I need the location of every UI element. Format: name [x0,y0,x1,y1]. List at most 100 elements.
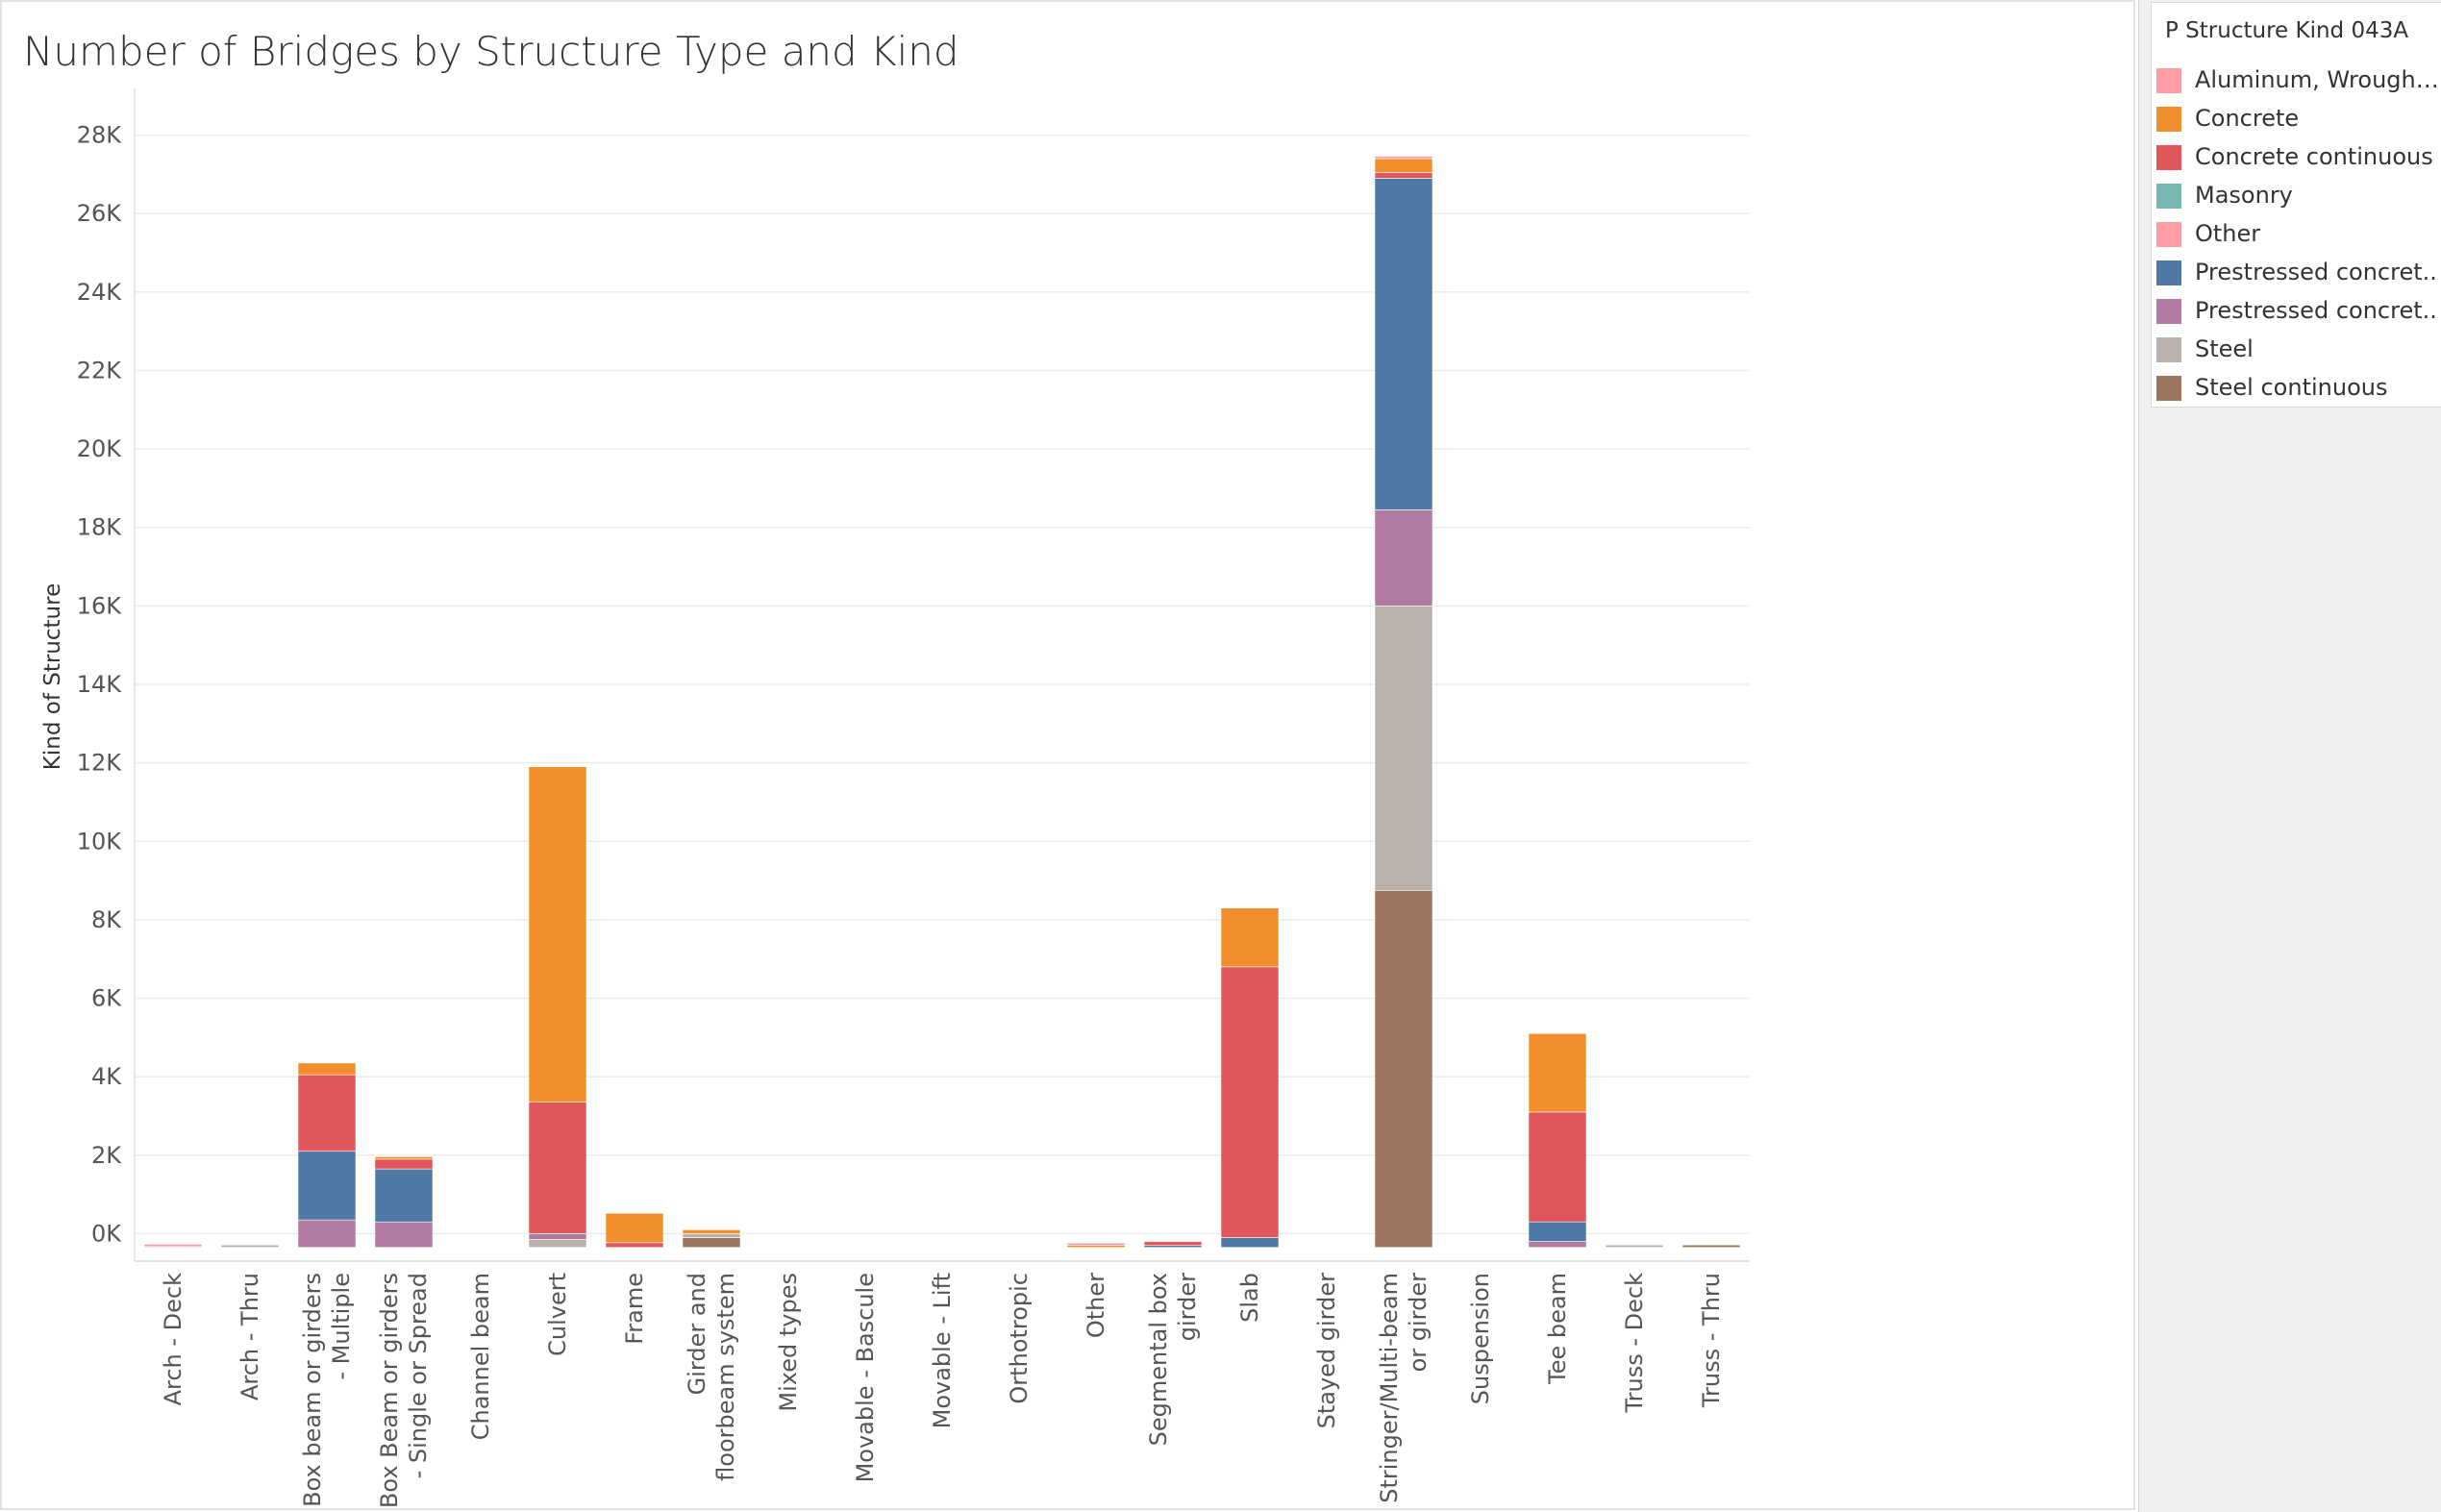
y-tick-label: 24K [77,279,123,306]
bar-segment[interactable] [374,1221,434,1249]
bar-segment[interactable] [1066,1242,1126,1246]
legend-swatch [2156,145,2181,170]
x-tick-label: Box Beam or girders- Single or Spread [376,1273,432,1508]
y-tick-label: 2K [91,1142,122,1169]
bar-segment[interactable] [605,1212,664,1244]
legend-item-aluminum[interactable]: Aluminum, Wrought .. [2156,63,2441,98]
legend-label: Steel continuous [2195,374,2388,401]
x-tick-label: Frame [621,1273,648,1345]
legend-label: Other [2195,220,2261,247]
bar-segment[interactable] [1143,1241,1203,1246]
bar-segment[interactable] [1374,509,1433,607]
bar-segment[interactable] [682,1229,741,1234]
x-tick-label: Tee beam [1544,1273,1571,1385]
chart-title: Number of Bridges by Structure Type and … [23,28,959,75]
bar-segment[interactable] [1220,907,1280,968]
bar-segment[interactable] [528,1102,587,1234]
x-tick-label: Other [1083,1273,1109,1338]
chart-panel: Number of Bridges by Structure Type and … [0,0,2135,1510]
y-tick-label: 22K [77,357,123,384]
bar-segment[interactable] [1374,889,1433,1249]
y-tick-label: 14K [77,671,123,698]
color-legend: P Structure Kind 043A Aluminum, Wrought … [2151,2,2441,408]
bar-segment[interactable] [1528,1221,1587,1242]
bar-segment[interactable] [374,1156,434,1160]
y-tick-label: 26K [77,200,123,227]
legend-item-prestressed-concrete-2[interactable]: Prestressed concret.. [2156,294,2441,329]
x-tick-label: Orthotropic [1006,1273,1033,1404]
legend-label: Masonry [2195,182,2293,209]
legend-item-concrete[interactable]: Concrete [2156,102,2441,136]
x-tick-label: Box beam or girders- Multiple [299,1273,355,1507]
x-tick-label: Truss - Thru [1698,1273,1725,1408]
bar-segment[interactable] [1528,1032,1587,1113]
legend-swatch [2156,107,2181,132]
x-tick-label: Arch - Deck [160,1273,187,1406]
x-tick-label: Movable - Bascule [852,1273,879,1482]
bar-segment[interactable] [682,1233,741,1238]
x-tick-label: Truss - Deck [1621,1273,1648,1414]
legend-label: Aluminum, Wrought .. [2195,66,2440,93]
x-axis-ticks: Arch - Deck Arch - Thru Box beam or girder… [160,1273,1725,1508]
bar-segment[interactable] [1374,178,1433,510]
bar-segment[interactable] [1374,172,1433,179]
bar-segment[interactable] [1605,1244,1664,1249]
x-tick-label: Stringer/Multi-beamor girder [1376,1273,1432,1503]
legend-item-concrete-continuous[interactable]: Concrete continuous [2156,140,2441,175]
x-tick-label: Arch - Thru [237,1273,263,1400]
bar-segment[interactable] [528,1239,587,1249]
y-tick-label: 20K [77,435,123,462]
legend-title: P Structure Kind 043A [2165,18,2409,43]
bar-segment[interactable] [1528,1111,1587,1223]
bar-segment[interactable] [1220,1237,1280,1249]
legend-swatch [2156,299,2181,324]
x-tick-label: Channel beam [467,1273,494,1440]
y-tick-label: 6K [91,985,122,1012]
bar-segment[interactable] [682,1237,741,1249]
legend-swatch [2156,260,2181,285]
x-tick-label: Culvert [544,1273,571,1356]
bar-segment[interactable] [528,766,587,1103]
legend-panel: P Structure Kind 043A Aluminum, Wrought … [2138,0,2441,1512]
bar-segment[interactable] [374,1168,434,1223]
bars [143,156,1741,1249]
legend-item-prestressed-concrete-1[interactable]: Prestressed concret.. [2156,256,2441,290]
y-tick-label: 10K [77,828,123,855]
bar-segment[interactable] [1681,1244,1741,1249]
x-tick-label: Segmental boxgirder [1145,1273,1201,1447]
bar-segment[interactable] [1374,606,1433,891]
bar-segment[interactable] [374,1158,434,1170]
bar-segment[interactable] [297,1151,357,1221]
legend-swatch [2156,184,2181,209]
legend-swatch [2156,337,2181,362]
legend-item-other[interactable]: Other [2156,217,2441,252]
bar-segment[interactable] [605,1242,664,1249]
bar-segment[interactable] [1374,158,1433,173]
bar-segment[interactable] [1528,1241,1587,1249]
y-tick-label: 18K [77,514,123,541]
bar-segment[interactable] [297,1219,357,1249]
y-tick-label: 4K [91,1063,122,1090]
y-tick-label: 16K [77,592,123,619]
gridlines [134,88,1750,1262]
legend-item-steel[interactable]: Steel [2156,333,2441,367]
y-axis-ticks: 0K 2K 4K 6K 8K 10K 12K 14K 16K 18K 20K 22K 24K 26K 28K [77,122,123,1248]
x-tick-label: Mixed types [775,1273,802,1412]
bar-segment[interactable] [528,1233,587,1240]
bar-segment[interactable] [297,1074,357,1153]
y-tick-label: 12K [77,750,123,777]
bar-segment[interactable] [1220,966,1280,1238]
legend-swatch [2156,68,2181,93]
x-tick-label: Stayed girder [1313,1273,1340,1429]
legend-item-masonry[interactable]: Masonry [2156,179,2441,213]
bar-segment[interactable] [143,1244,203,1248]
legend-label: Steel [2195,335,2254,362]
bar-segment[interactable] [220,1244,280,1249]
bar-segment[interactable] [1374,156,1433,160]
y-axis-label: Kind of Structure [40,583,65,770]
legend-item-steel-continuous[interactable]: Steel continuous [2156,371,2441,406]
legend-label: Prestressed concret.. [2195,259,2437,285]
x-tick-label: Movable - Lift [929,1273,956,1428]
bar-segment[interactable] [297,1062,357,1076]
y-tick-label: 0K [91,1220,122,1247]
